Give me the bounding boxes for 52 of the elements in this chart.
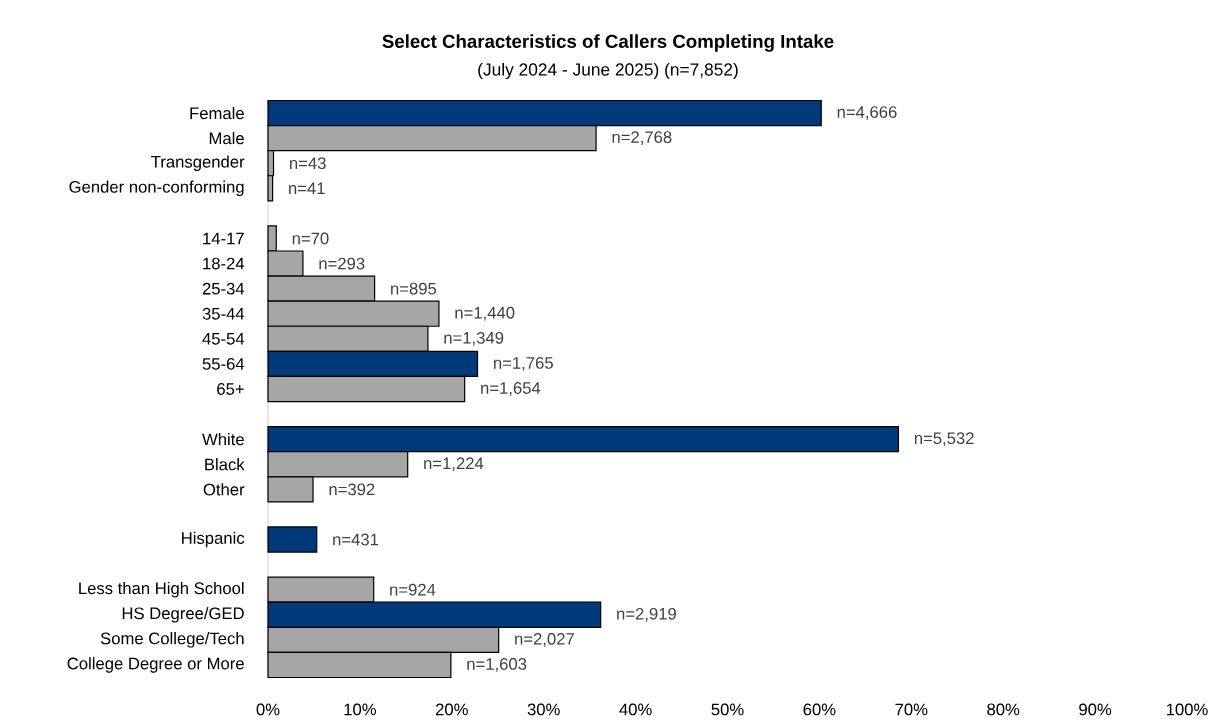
bar: [267, 526, 318, 553]
y-tick-label: Transgender: [151, 155, 245, 171]
annotation: n=2,919: [617, 607, 676, 622]
x-tick-label: 80%: [987, 703, 1020, 716]
y-tick-label: 35-44: [202, 307, 245, 320]
x-tick-label: 90%: [1079, 703, 1112, 716]
annotation: n=1,654: [481, 382, 541, 396]
annotation: n=2,768: [612, 131, 672, 146]
annotation: n=1,224: [424, 457, 484, 472]
annotation: n=924: [390, 583, 436, 596]
x-tick-label: 60%: [803, 703, 836, 716]
x-tick-label: 20%: [435, 703, 468, 716]
y-tick-label: HS Degree/GED: [122, 606, 244, 623]
y-tick-label: Male: [209, 131, 244, 145]
y-tick-label: 25-34: [202, 282, 245, 295]
chart-title: Select Characteristics of Callers Completing Intake: [382, 34, 834, 52]
annotation: n=392: [329, 483, 375, 496]
annotation: n=293: [319, 257, 365, 270]
annotation: n=895: [391, 282, 437, 295]
chart-subtitle: (July 2024 - June 2025) (n=7,852): [478, 62, 738, 80]
annotation: n=4,666: [837, 106, 897, 120]
annotation: n=1,603: [467, 658, 527, 672]
y-tick-label: White: [202, 433, 244, 446]
annotation: n=5,532: [914, 432, 974, 447]
x-tick-label: 30%: [527, 703, 560, 716]
x-tick-label: 0%: [256, 703, 280, 716]
y-tick-label: 65+: [217, 383, 244, 395]
x-tick-label: 10%: [344, 703, 376, 716]
annotation: n=1,440: [455, 306, 515, 321]
annotation: n=70: [292, 232, 329, 245]
y-tick-label: College Degree or More: [67, 657, 244, 673]
y-tick-label: Some College/Tech: [100, 632, 244, 648]
annotation: n=1,765: [494, 357, 553, 371]
y-tick-label: Other: [203, 483, 245, 496]
y-tick-label: Female: [190, 106, 244, 120]
y-tick-label: Hispanic: [182, 531, 245, 548]
annotation: n=41: [289, 182, 325, 195]
x-tick-label: 50%: [711, 703, 744, 716]
y-tick-label: 55-64: [202, 358, 245, 370]
x-tick-label: 40%: [619, 703, 652, 716]
y-tick-label: 45-54: [202, 333, 245, 345]
y-tick-label: Less than High School: [79, 581, 244, 598]
annotation: n=431: [333, 533, 379, 546]
x-tick-label: 100%: [1166, 703, 1208, 716]
y-tick-label: 18-24: [203, 257, 245, 270]
x-tick-label: 70%: [895, 703, 928, 716]
y-tick-label: 14-17: [203, 232, 244, 245]
annotation: n=2,027: [515, 632, 574, 647]
annotation: n=43: [290, 157, 326, 170]
y-tick-label: Black: [205, 458, 245, 471]
y-tick-label: Gender non-conforming: [69, 180, 244, 197]
annotation: n=1,349: [444, 331, 504, 346]
